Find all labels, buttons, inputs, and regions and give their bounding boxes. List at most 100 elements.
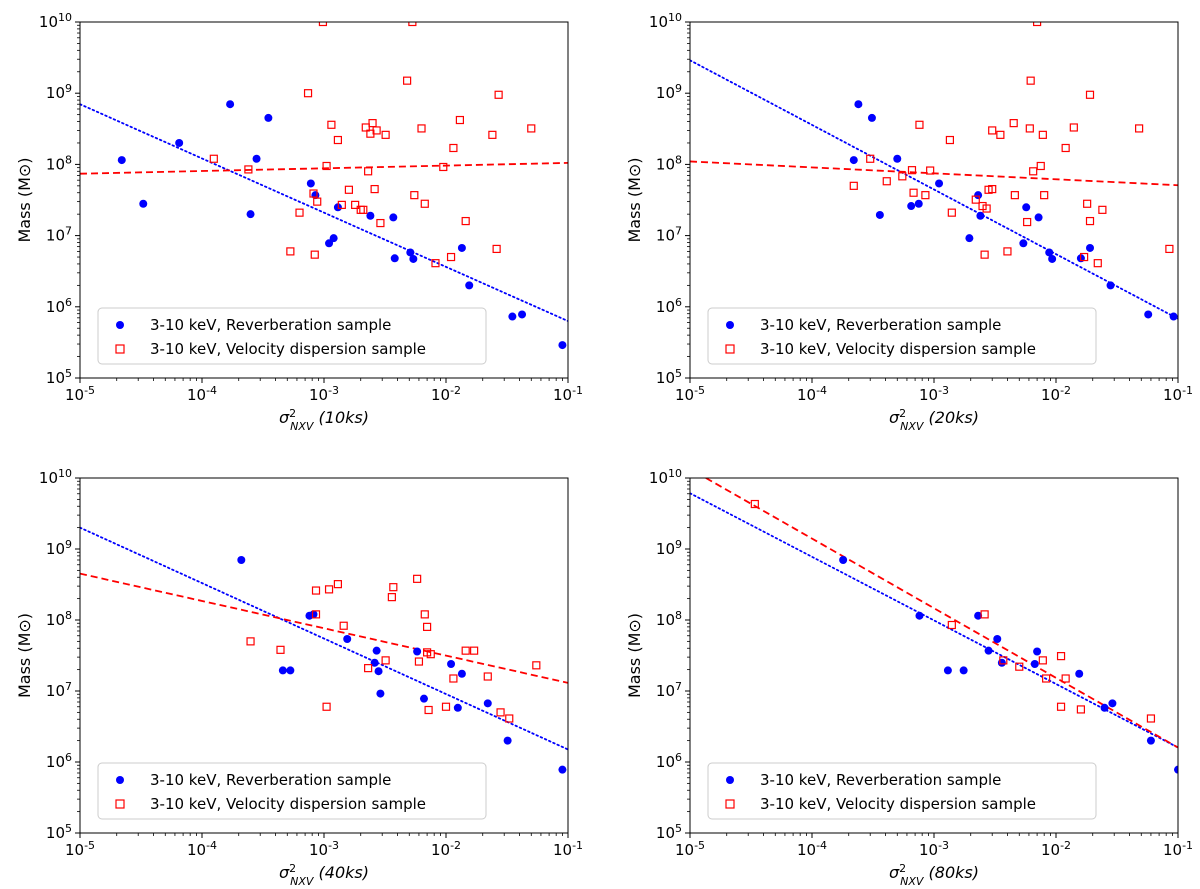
velocity-point	[947, 620, 956, 630]
y-tick-label: 108	[656, 609, 682, 630]
velocity-point	[1003, 247, 1012, 256]
reverberation-point	[309, 610, 318, 619]
velocity-point	[414, 657, 424, 666]
x-tick-label: 10-3	[309, 839, 339, 860]
legend-marker-velocity	[115, 344, 125, 354]
reverberation-point	[457, 669, 466, 678]
legend: 3-10 keV, Reverberation sample 3-10 keV, …	[707, 307, 1097, 365]
legend-label: 3-10 keV, Reverberation sample	[760, 316, 1001, 334]
velocity-point	[971, 195, 980, 204]
velocity-point	[441, 702, 451, 711]
reverberation-point	[286, 666, 295, 675]
velocity-point	[1146, 714, 1156, 723]
velocity-point	[244, 165, 253, 174]
velocity-point	[420, 610, 429, 619]
reverberation-point	[1106, 281, 1115, 290]
velocity-point	[313, 197, 322, 206]
velocity-point	[449, 674, 458, 683]
legend-marker-reverberation	[116, 776, 124, 784]
velocity-point	[410, 191, 419, 200]
velocity-point	[1165, 244, 1174, 254]
reverberation-point	[1075, 669, 1084, 678]
velocity-point	[417, 124, 426, 133]
reverberation-point	[447, 660, 456, 669]
y-tick-label: 108	[46, 153, 72, 174]
y-tick-label: 109	[46, 538, 72, 559]
velocity-point	[898, 172, 907, 181]
y-tick-label: 105	[656, 822, 682, 843]
velocity-point	[327, 120, 336, 129]
reverberation-point	[976, 211, 985, 220]
velocity-point	[1085, 216, 1095, 226]
legend-label: 3-10 keV, Velocity dispersion sample	[760, 340, 1036, 358]
y-axis-label: Mass (M⊙)	[15, 613, 34, 698]
legend-box	[97, 762, 487, 820]
legend-marker-reverberation	[726, 321, 734, 329]
reverberation-point	[413, 647, 422, 656]
velocity-point	[461, 646, 470, 655]
velocity-point	[1010, 191, 1019, 200]
reverberation-point	[997, 658, 1006, 667]
velocity-point	[1085, 90, 1095, 99]
reverberation-point	[959, 666, 968, 675]
velocity-point	[381, 130, 390, 139]
panel-1: 10-5 10-4 10-3 10-2 10-1 105 106 107 108 109 1010 M…	[15, 11, 583, 433]
reverberation-point	[914, 199, 923, 208]
y-tick-label: 107	[46, 224, 72, 245]
velocity-point	[431, 259, 440, 268]
velocity-point	[488, 130, 497, 139]
x-axis-label: σ2 NXV (20ks)	[889, 407, 979, 433]
y-tick-label: 1010	[649, 467, 682, 488]
velocity-point	[492, 244, 501, 254]
velocity-point	[376, 218, 385, 228]
legend-label: 3-10 keV, Reverberation sample	[150, 316, 391, 334]
velocity-point	[311, 610, 321, 619]
y-tick-label: 106	[46, 295, 72, 316]
reverberation-point	[117, 156, 126, 165]
velocity-point	[403, 76, 412, 85]
reverberation-point	[325, 239, 334, 248]
reverberation-point	[974, 191, 983, 200]
reverberation-point	[935, 179, 944, 188]
velocity-point	[309, 189, 318, 198]
y-tick-label: 109	[656, 538, 682, 559]
velocity-point	[982, 204, 991, 213]
legend-label: 3-10 keV, Velocity dispersion sample	[150, 340, 426, 358]
velocity-point	[209, 154, 218, 163]
y-tick-label: 1010	[39, 467, 72, 488]
reverberation-point	[974, 611, 983, 620]
velocity-point	[1015, 662, 1024, 671]
reverberation-point	[1174, 765, 1178, 774]
reverberation-fit-line	[80, 103, 568, 322]
x-tick-label: 10-5	[675, 384, 705, 405]
velocity-point	[303, 89, 313, 98]
velocity-point	[364, 167, 373, 176]
reverberation-point	[406, 248, 415, 257]
reverberation-point	[457, 243, 466, 252]
y-tick-label: 105	[46, 367, 72, 388]
reverberation-point	[907, 202, 916, 211]
velocity-point	[496, 708, 505, 717]
reverberation-point	[237, 555, 246, 564]
x-tick-label: 10-4	[797, 839, 827, 860]
reverberation-point	[419, 694, 428, 703]
plot-area	[690, 478, 1178, 774]
y-tick-label: 1010	[649, 11, 682, 32]
velocity-point	[361, 123, 370, 132]
velocity-point	[359, 205, 368, 214]
reverberation-point	[246, 210, 255, 219]
velocity-point	[483, 672, 492, 681]
velocity-point	[286, 247, 295, 256]
velocity-point	[1135, 124, 1144, 133]
velocity-point	[849, 181, 858, 190]
panel-4: 10-5 10-4 10-3 10-2 10-1 105 106 107 108 109 1010 M…	[625, 467, 1193, 888]
reverberation-fit-line	[80, 526, 568, 751]
reverberation-point	[374, 667, 383, 676]
panel-3: 10-5 10-4 10-3 10-2 10-1 105 106 107 108 109 1010 M…	[15, 467, 583, 888]
legend-marker-velocity	[115, 799, 125, 809]
reverberation-point	[518, 310, 527, 319]
velocity-point	[351, 200, 360, 209]
velocity-point	[423, 622, 432, 631]
reverberation-point	[1034, 213, 1043, 222]
reverberation-fit-line	[690, 59, 1178, 320]
